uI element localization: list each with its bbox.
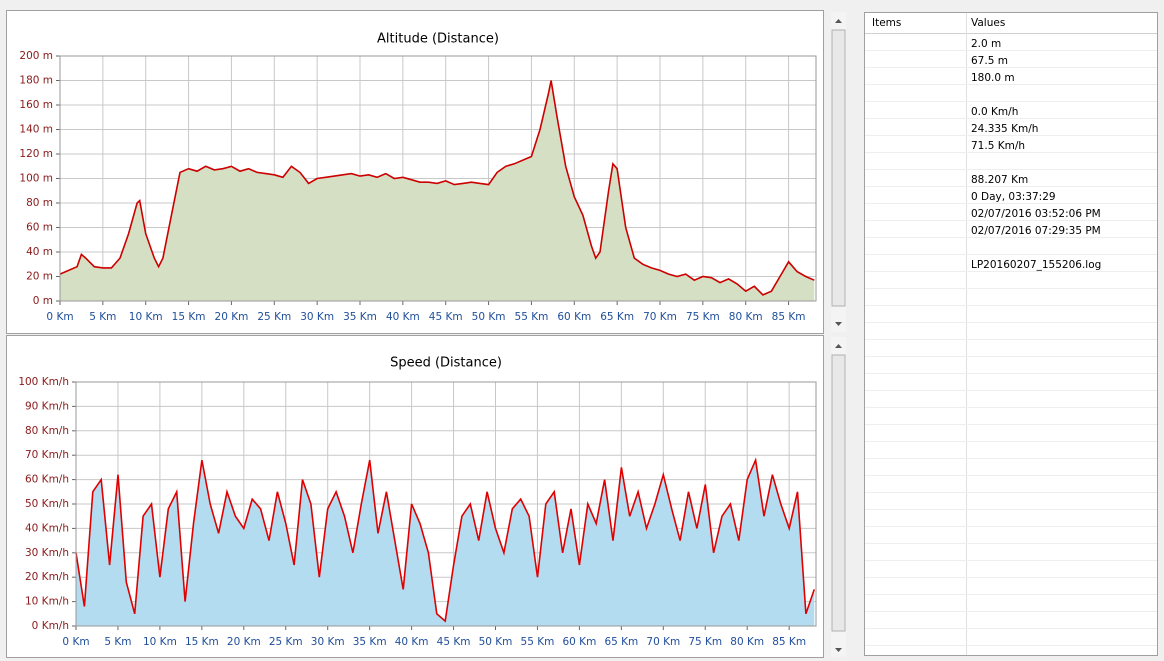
x-tick-label: 15 Km (185, 636, 219, 648)
x-tick-label: 20 Km (215, 311, 249, 323)
scroll-up[interactable] (835, 344, 842, 348)
cell-value: 88.207 Km (971, 174, 1028, 186)
cell-value: 0 Day, 03:37:29 (971, 191, 1056, 203)
scrollbar[interactable] (831, 12, 846, 332)
area-fill (76, 460, 815, 626)
y-tick-label: 40 m (26, 246, 53, 258)
y-tick-label: 0 m (33, 295, 53, 307)
y-tick-label: 80 m (26, 197, 53, 209)
cell-value: 02/07/2016 07:29:35 PM (971, 225, 1101, 237)
x-tick-label: 25 Km (257, 311, 291, 323)
x-tick-label: 40 Km (386, 311, 420, 323)
x-tick-label: 40 Km (395, 636, 429, 648)
x-tick-label: 25 Km (269, 636, 303, 648)
x-tick-label: 85 Km (772, 636, 806, 648)
chart-title: Altitude (Distance) (377, 32, 499, 47)
x-tick-label: 65 Km (604, 636, 638, 648)
y-tick-label: 0 Km/h (32, 620, 69, 632)
cell-value: 0.0 Km/h (971, 106, 1018, 118)
x-tick-label: 80 Km (729, 311, 763, 323)
table-header (865, 13, 1157, 33)
y-tick-label: 30 Km/h (25, 547, 69, 559)
chart-title: Speed (Distance) (390, 356, 502, 371)
charts: Altitude (Distance) 0 m 20 m 40 m 60 m 80 m 10… (18, 32, 817, 648)
x-tick-label: 70 Km (643, 311, 677, 323)
line (75, 457, 816, 623)
x-tick-label: 55 Km (521, 636, 555, 648)
x-tick-label: 60 Km (562, 636, 596, 648)
cell-value: 2.0 m (971, 38, 1001, 50)
cell-value: 02/07/2016 03:52:06 PM (971, 208, 1101, 220)
y-tick-label: 20 m (26, 271, 53, 283)
x-tick-label: 30 Km (311, 636, 345, 648)
y-tick-label: 100 Km/h (18, 376, 69, 388)
cell-value: 67.5 m (971, 55, 1008, 67)
x-tick-label: 50 Km (472, 311, 506, 323)
scroll-thumb[interactable] (831, 29, 846, 307)
cell-value: 24.335 Km/h (971, 123, 1038, 135)
x-tick-label: 65 Km (600, 311, 634, 323)
x-tick-label: 75 Km (688, 636, 722, 648)
x-tick-label: 0 Km (62, 636, 89, 648)
x-tick-label: 30 Km (300, 311, 334, 323)
y-tick-label: 60 Km/h (25, 474, 69, 486)
y-tick-label: 160 m (19, 99, 53, 111)
x-tick-label: 0 Km (46, 311, 73, 323)
scroll-thumb[interactable] (831, 354, 846, 632)
y-tick-label: 50 Km/h (25, 498, 69, 510)
y-tick-label: 70 Km/h (25, 449, 69, 461)
plot-frame (75, 381, 817, 627)
x-tick-label: 5 Km (104, 636, 131, 648)
scroll-down[interactable] (835, 322, 842, 326)
y-tick-label: 20 Km/h (25, 571, 69, 583)
cell-value: 180.0 m (971, 72, 1015, 84)
x-tick-label: 45 Km (429, 311, 463, 323)
scroll-up[interactable] (835, 19, 842, 23)
y-tick-label: 90 Km/h (25, 400, 69, 412)
x-tick-label: 35 Km (343, 311, 377, 323)
x-tick-label: 55 Km (515, 311, 549, 323)
y-tick-label: 180 m (19, 75, 53, 87)
x-tick-label: 50 Km (479, 636, 513, 648)
y-tick-label: 100 m (19, 173, 53, 185)
y-tick-label: 40 Km/h (25, 522, 69, 534)
plot-frame (59, 55, 817, 302)
x-tick-label: 20 Km (227, 636, 261, 648)
scroll-down[interactable] (835, 648, 842, 652)
x-tick-label: 35 Km (353, 636, 387, 648)
y-tick-label: 120 m (19, 148, 53, 160)
y-tick-label: 80 Km/h (25, 425, 69, 437)
x-tick-label: 60 Km (557, 311, 591, 323)
x-tick-label: 70 Km (646, 636, 680, 648)
table (864, 12, 1158, 656)
y-tick-label: 140 m (19, 124, 53, 136)
y-tick-label: 10 Km/h (25, 596, 69, 608)
x-tick-label: 10 Km (129, 311, 163, 323)
x-tick-label: 75 Km (686, 311, 720, 323)
y-tick-label: 60 m (26, 222, 53, 234)
area-fill (60, 80, 815, 301)
column-header: Items (872, 17, 901, 29)
cell-value: LP20160207_155206.log (971, 259, 1101, 271)
y-tick-label: 200 m (19, 50, 53, 62)
x-tick-label: 80 Km (730, 636, 764, 648)
cell-value: 71.5 Km/h (971, 140, 1025, 152)
info-table: Items Values 2.0 m 67.5 m 180.0 m 0.0 Km/h 24.… (865, 13, 1157, 655)
x-tick-label: 15 Km (172, 311, 206, 323)
x-tick-label: 85 Km (772, 311, 806, 323)
line (59, 80, 815, 296)
x-tick-label: 45 Km (437, 636, 471, 648)
column-header: Values (971, 17, 1005, 29)
x-tick-label: 10 Km (143, 636, 177, 648)
x-tick-label: 5 Km (89, 311, 116, 323)
scrollbar[interactable] (831, 337, 846, 657)
